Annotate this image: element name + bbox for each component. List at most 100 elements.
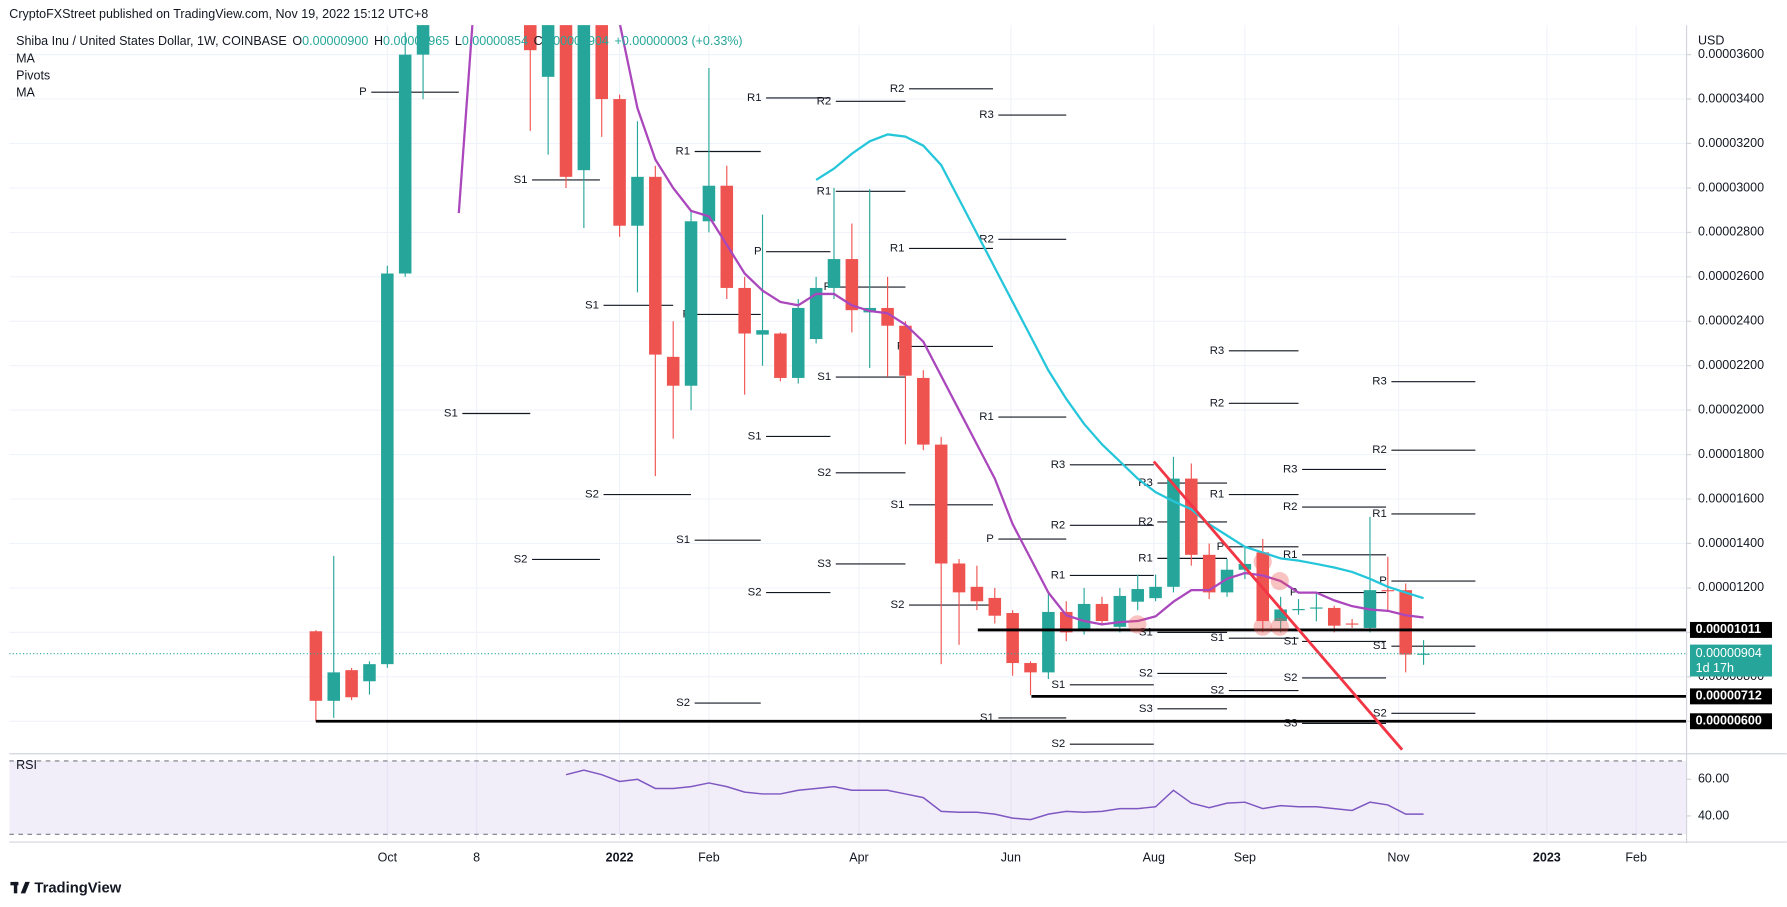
publisher: CryptoFXStreet published on TradingView.… [9,7,428,21]
legend-key: L [455,34,462,48]
x-tick-label: 2023 [1533,850,1561,864]
pivot-label: P [1379,575,1387,587]
candle-body [1185,478,1198,555]
pivot-label: P [754,246,762,258]
candle-body [1399,590,1412,655]
pivot-label: P [824,281,832,293]
pivot-label: S2 [748,587,762,599]
candle-body [1310,607,1323,609]
y-tick-label: 0.00003400 [1698,91,1764,105]
candle-body [327,672,341,701]
y-tick-label: 0.00002800 [1698,225,1764,239]
pivot-label: R1 [817,185,832,197]
y-tick-label: 0.00001200 [1698,580,1764,594]
candle-body [756,330,769,335]
candle-body [1077,603,1091,630]
brand: TradingView [34,881,121,897]
legend-key: H [374,34,383,48]
pivot-label: S1 [585,299,599,311]
pivot-label: S2 [514,554,528,566]
candle-body [666,356,680,386]
level-label: 0.00001011 [1696,622,1761,636]
logo [10,881,30,894]
candle-body [1042,611,1055,673]
last-price-label: 0.00000904 [1696,646,1762,660]
candle-body [988,597,1002,616]
pivot-label: R3 [1210,345,1225,357]
highlights [1128,552,1289,636]
x-tick-label: Feb [698,850,720,864]
pivot-label: P [359,86,367,98]
candle-body [595,25,608,100]
y-tick-label: 0.00001600 [1698,491,1764,505]
pivot-label: R3 [979,109,994,121]
axes: 0.000006000.000008000.000010000.00001200… [378,47,1773,864]
candle-body [845,259,859,311]
pivot-label: R2 [979,233,994,245]
candle-body [1220,569,1234,593]
pivot-label: R1 [1372,508,1387,520]
candle-body [1202,554,1216,593]
ma-line [815,133,1424,600]
x-tick-label: Oct [378,850,398,864]
pane-title: RSI [16,758,37,772]
rsi-line [565,769,1424,821]
x-tick-label: Aug [1143,850,1165,864]
x-tick-label: Apr [849,850,868,864]
candle-body [684,221,698,386]
pivot-label: R2 [1372,444,1387,456]
legend: Shiba Inu / United States Dollar, 1W, CO… [16,34,742,48]
highlight [1253,552,1272,571]
candle-body [720,185,734,288]
level-label: 0.00000600 [1696,714,1762,728]
candle-body [649,176,662,355]
indicator-name: MA [16,86,35,100]
trendline [1152,460,1404,751]
candle-body [774,333,787,378]
pivot-label: R2 [1138,516,1153,528]
pivot-label: S1 [1210,632,1224,644]
pivot-label: S1 [444,408,458,420]
highlight [1270,572,1289,591]
pivot-label: S1 [1051,679,1065,691]
legend-change: +0.00000003 (+0.33%) [615,34,743,48]
pivot-label: R2 [1210,397,1225,409]
candle-body [1167,478,1180,587]
pivot-label: S1 [891,499,905,511]
pivot-label: S2 [1373,707,1387,719]
pivot-label: R1 [676,146,691,158]
candle-body [523,25,537,51]
candle-body [613,99,626,226]
pivot-label: R1 [979,411,994,423]
candle-body [970,586,984,602]
y-tick-label: 0.00003200 [1698,136,1764,150]
pivot-label: S1 [1373,640,1387,652]
candle-body [398,54,412,274]
legend-key: C [534,34,543,48]
pivot-label: R1 [890,242,905,254]
price-pane: P S1 S1 S2 S1 S2 R1 P S1 S2 R1 P S1 S2 R2 R1 P S1 S2 S3 R2 R1… [9,25,1687,751]
highlight [1128,615,1147,634]
pivot-label: R1 [1051,570,1066,582]
pivot-label: S1 [748,430,762,442]
pivot-label: R2 [817,95,832,107]
y-tick-label: 0.00002600 [1698,269,1764,283]
candle-body [1149,586,1162,599]
candle-body [738,287,751,334]
y-tick-label: 0.00001800 [1698,447,1764,461]
legend-value: 0.00000965 [383,34,449,48]
candle-body [1327,607,1341,626]
legend-key: O [292,34,302,48]
pivot-label: R2 [890,83,905,95]
candle-body [899,325,912,376]
candle-body [1345,623,1359,625]
pivot-label: R3 [1283,464,1298,476]
candle-body [541,25,555,77]
candle-body [952,563,966,593]
legend-value: 0.00000900 [302,34,368,48]
x-tick-label: Sep [1234,850,1256,864]
axis-unit: USD [1698,33,1724,47]
